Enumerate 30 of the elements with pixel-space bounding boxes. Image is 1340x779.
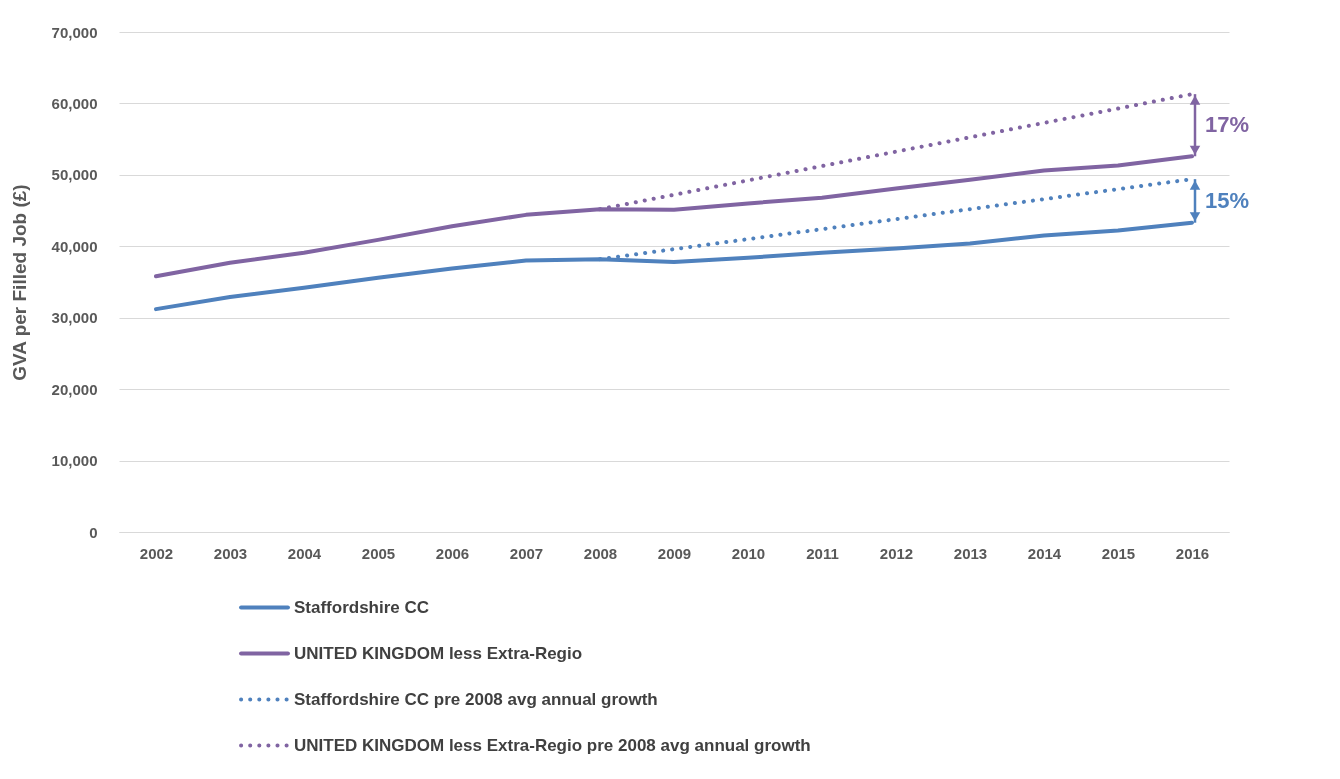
y-tick-label: 20,000 — [51, 380, 98, 398]
legend-label: Staffordshire CC pre 2008 avg annual growth — [294, 689, 658, 709]
x-tick-label: 2015 — [1101, 544, 1136, 562]
x-tick-label: 2007 — [509, 544, 544, 562]
x-tick-label: 2014 — [1027, 544, 1062, 562]
y-tick-label: 60,000 — [51, 94, 98, 112]
legend-label: UNITED KINGDOM less Extra-Regio — [294, 643, 583, 663]
legend-label: UNITED KINGDOM less Extra-Regio pre 2008 avg annual growth — [294, 735, 811, 755]
x-tick-label: 2008 — [583, 544, 618, 562]
x-tick-label: 2006 — [435, 544, 470, 562]
x-tick-label: 2010 — [731, 544, 766, 562]
x-tick-label: 2003 — [213, 544, 248, 562]
x-tick-label: 2005 — [361, 544, 396, 562]
y-tick-label: 10,000 — [51, 452, 98, 470]
x-tick-label: 2011 — [806, 544, 839, 562]
y-tick-label: 50,000 — [51, 166, 98, 184]
x-tick-label: 2002 — [139, 544, 174, 562]
y-tick-label: 40,000 — [51, 237, 98, 255]
annotation: 15% — [1205, 187, 1250, 213]
y-tick-label: 30,000 — [51, 309, 98, 327]
x-tick-label: 2016 — [1175, 544, 1210, 562]
x-tick-label: 2009 — [657, 544, 692, 562]
y-tick-label: 0 — [89, 523, 98, 541]
y-tick-label: 70,000 — [51, 23, 98, 41]
legend-label: Staffordshire CC — [294, 597, 430, 617]
x-tick-label: 2004 — [287, 544, 322, 562]
x-tick-label: 2012 — [879, 544, 914, 562]
y-axis-title: GVA per Filled Job (£) — [8, 184, 30, 381]
annotation: 17% — [1205, 112, 1250, 138]
x-tick-label: 2013 — [953, 544, 988, 562]
